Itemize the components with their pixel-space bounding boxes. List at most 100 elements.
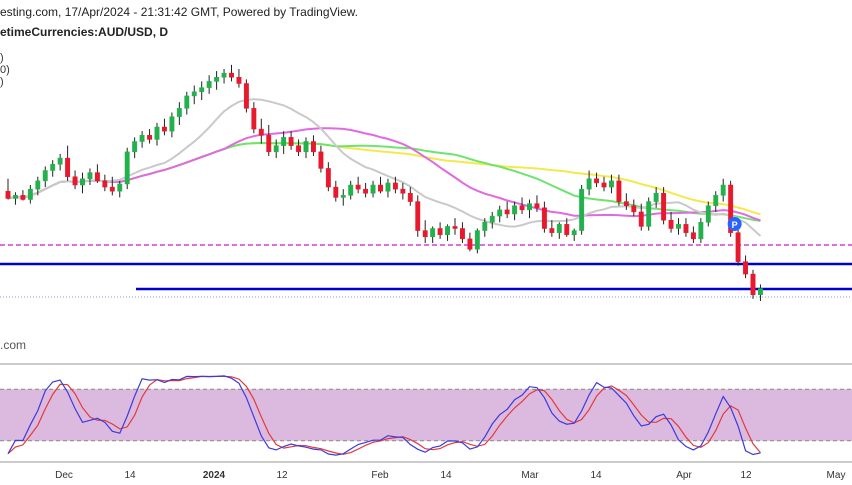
candle-body: [176, 108, 182, 117]
symbol-title: etimeCurrencies:AUD/USD, D: [0, 25, 169, 39]
candle-body: [720, 184, 726, 196]
candle-body: [42, 170, 48, 182]
candle-body: [683, 224, 689, 233]
candle-body: [124, 151, 130, 185]
candle-body: [281, 137, 287, 146]
candle-body: [497, 209, 503, 217]
candle-body: [80, 178, 85, 186]
candle-body: [65, 157, 71, 177]
candle-body: [452, 226, 458, 229]
candle-body: [743, 261, 748, 275]
candle-body: [57, 157, 63, 165]
candle-body: [713, 195, 719, 206]
candle-body: [147, 135, 153, 140]
candle-body: [698, 222, 704, 240]
stoch-k-line: [7, 375, 761, 456]
candle-body: [87, 172, 93, 180]
candle-body: [325, 168, 331, 188]
x-tick-label: May: [827, 470, 846, 481]
candle-body: [303, 141, 309, 153]
candle-body: [243, 83, 249, 109]
candle-body: [385, 182, 391, 192]
candle-body: [400, 188, 406, 194]
candle-body: [392, 182, 398, 190]
candle-body: [199, 87, 205, 93]
candle-body: [109, 186, 115, 192]
candle-body: [705, 205, 711, 223]
x-tick-label: 12: [740, 470, 752, 481]
candle-body: [266, 135, 272, 153]
candle-body: [94, 172, 100, 182]
candle-body: [72, 176, 78, 186]
marker-badge: P: [727, 217, 742, 231]
candle-body: [594, 178, 599, 184]
x-tick-label: 12: [276, 470, 288, 481]
watermark: .com: [0, 338, 27, 352]
x-tick-label: Mar: [521, 470, 539, 481]
candle-body: [616, 180, 622, 202]
candle-body: [601, 182, 607, 188]
candle-body: [50, 164, 56, 171]
candle-body: [437, 228, 443, 235]
candle-body: [735, 232, 741, 262]
candle-body: [370, 184, 376, 194]
candle-body: [5, 190, 11, 199]
candle-body: [318, 151, 324, 169]
candle-body: [474, 230, 480, 250]
candle-body: [690, 232, 696, 240]
candle-body: [668, 219, 674, 229]
candle-body: [571, 230, 577, 235]
candle-body: [728, 184, 734, 233]
candle-body: [653, 193, 659, 202]
candle-body: [422, 230, 428, 238]
candle-body: [214, 77, 220, 82]
candle-body: [527, 203, 532, 211]
legend-fragment: 0): [0, 64, 10, 76]
x-tick-label: Feb: [371, 470, 389, 481]
legend-fragment: ): [0, 52, 4, 64]
candle-body: [221, 72, 227, 78]
candle-body: [296, 145, 302, 153]
marker-circle: [727, 217, 742, 231]
candle-body: [609, 180, 614, 188]
candle-body: [102, 180, 108, 188]
candle-body: [430, 228, 436, 238]
candle-body: [661, 193, 667, 221]
x-tick-label: Apr: [676, 470, 692, 481]
candle-body: [549, 228, 555, 233]
candle-body: [117, 183, 123, 192]
candle-body: [378, 184, 383, 192]
price-plot: P: [0, 64, 852, 301]
legend-fragment: ): [0, 76, 4, 88]
x-tick-label: 14: [124, 470, 136, 481]
candle-body: [519, 205, 525, 211]
candle-body: [273, 145, 279, 153]
candle-body: [191, 91, 197, 97]
candle-body: [460, 228, 465, 240]
x-tick-label: 14: [590, 470, 602, 481]
candle-body: [363, 188, 369, 194]
candle-body: [750, 273, 756, 296]
candle-body: [132, 141, 138, 153]
candle-body: [13, 195, 18, 199]
candle-body: [162, 126, 167, 132]
x-tick-label: 14: [440, 470, 452, 481]
candle-body: [504, 209, 510, 215]
candle-body: [467, 238, 473, 250]
header-info: esting.com, 17/Apr/2024 - 21:31:42 GMT, …: [0, 5, 358, 19]
candle-body: [20, 195, 26, 200]
candle-body: [586, 178, 592, 190]
candle-body: [758, 288, 763, 296]
candle-body: [512, 205, 518, 215]
x-axis: Dec 14 2024 12 Feb 14 Mar 14 Apr 12 May: [0, 461, 852, 481]
candle-body: [236, 77, 242, 84]
candle-body: [541, 207, 547, 229]
candle-body: [229, 72, 234, 78]
marker-label: P: [732, 220, 738, 230]
candle-body: [139, 135, 145, 142]
candle-body: [355, 184, 361, 190]
candle-body: [35, 180, 41, 190]
candle-body: [646, 201, 652, 227]
candle-body: [631, 205, 637, 213]
